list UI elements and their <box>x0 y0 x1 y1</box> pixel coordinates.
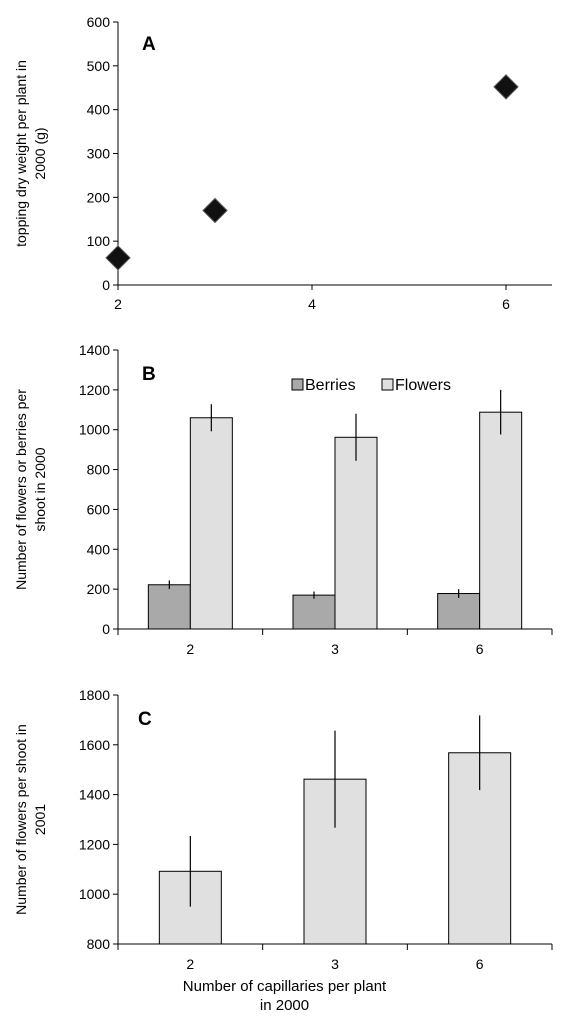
panel-b-legend-label: Flowers <box>395 377 451 394</box>
panel-c-y-axis-label-line: Number of flowers per shoot in <box>13 724 29 915</box>
panel-b-x-tick-label: 3 <box>331 641 339 657</box>
panel-b-legend-swatch <box>291 378 304 391</box>
panel-b-legend-label: Berries <box>305 377 356 394</box>
panel-a-y-axis-label: topping dry weight per plant in 2000 (g) <box>13 60 48 247</box>
panel-b-bar-berries <box>437 593 481 630</box>
figure-x-axis-label: Number of capillaries per plant in 2000 <box>0 977 569 1015</box>
panel-b-y-axis-label-line: Number of flowers or berries per <box>13 389 29 590</box>
panel-a-y-tick-label: 200 <box>87 189 111 205</box>
panel-b-bar-flowers <box>334 436 378 630</box>
panel-a-data-point <box>202 197 228 224</box>
chart-panel-b: 0 200 400 600 800 1000 1200 1400 Number of flowe… <box>13 342 553 657</box>
panel-c-y-tick-label: 800 <box>87 936 111 952</box>
x-axis-label-line-1: Number of capillaries per plant <box>182 978 387 995</box>
panel-c-y-tick-label: 1200 <box>79 836 110 852</box>
panel-b-bar-flowers <box>189 417 233 630</box>
panel-b-x-tick-label: 2 <box>186 641 194 657</box>
panel-a-data-point <box>493 74 519 100</box>
panel-c-y-tick-label: 1800 <box>79 687 110 703</box>
panel-c-y-axis-label-line: 2001 <box>32 804 48 835</box>
panel-b-bar-berries <box>147 584 191 630</box>
panel-a-y-tick-label: 300 <box>87 146 111 162</box>
panel-c-panel-letter: C <box>138 709 152 730</box>
panel-a-x-tick-label: 2 <box>114 296 122 312</box>
panel-b-y-tick-label: 600 <box>87 501 111 517</box>
panel-b-bar-berries <box>292 594 336 630</box>
panel-c-y-tick-label: 1600 <box>79 737 110 753</box>
panel-a-data-point <box>105 245 131 271</box>
panel-b-y-tick-label: 1200 <box>79 382 110 398</box>
panel-b-x-tick-label: 6 <box>476 641 484 657</box>
panel-c-x-tick-label: 2 <box>186 956 194 972</box>
panel-a-y-axis-label-line: topping dry weight per plant in <box>13 60 29 247</box>
panel-b-panel-letter: B <box>142 364 156 385</box>
panel-b-y-axis-label-line: shoot in 2000 <box>32 447 48 531</box>
panel-a-y-tick-label: 0 <box>102 277 110 293</box>
panel-b-y-tick-label: 1400 <box>79 342 110 358</box>
panel-c-x-tick-label: 3 <box>331 956 339 972</box>
panel-a-y-tick-label: 400 <box>87 102 111 118</box>
panel-c-y-tick-label: 1000 <box>79 886 110 902</box>
panel-c-y-tick-label: 1400 <box>79 787 110 803</box>
panel-b-legend-swatch <box>381 378 394 391</box>
panel-c-y-axis-label: Number of flowers per shoot in 2001 <box>13 724 48 915</box>
panel-a-x-tick-label: 6 <box>502 296 510 312</box>
panel-b-y-tick-label: 0 <box>102 621 110 637</box>
panel-b-y-tick-label: 1000 <box>79 422 110 438</box>
panel-b-y-tick-label: 200 <box>87 581 111 597</box>
panel-a-panel-letter: A <box>142 34 156 55</box>
panel-c-x-tick-label: 6 <box>476 956 484 972</box>
panel-b-y-axis-label: Number of flowers or berries per shoot in… <box>13 389 48 590</box>
panel-b-y-tick-label: 800 <box>87 462 111 478</box>
panel-a-y-tick-label: 100 <box>87 233 111 249</box>
panel-b-bar-flowers <box>479 411 523 630</box>
chart-panel-a: 0 100 200 300 400 500 600 topping dry weight pe… <box>13 14 552 312</box>
x-axis-label-line-2: in 2000 <box>259 997 310 1014</box>
panel-b-y-tick-label: 400 <box>87 541 111 557</box>
panel-a-x-tick-label: 4 <box>308 296 316 312</box>
chart-panel-c: 800 1000 1200 1400 1600 1800 Number of flowers… <box>13 687 553 972</box>
panel-a-y-tick-label: 600 <box>87 14 111 30</box>
panel-a-y-axis-label-line: 2000 (g) <box>32 127 48 179</box>
panel-a-y-tick-label: 500 <box>87 58 111 74</box>
